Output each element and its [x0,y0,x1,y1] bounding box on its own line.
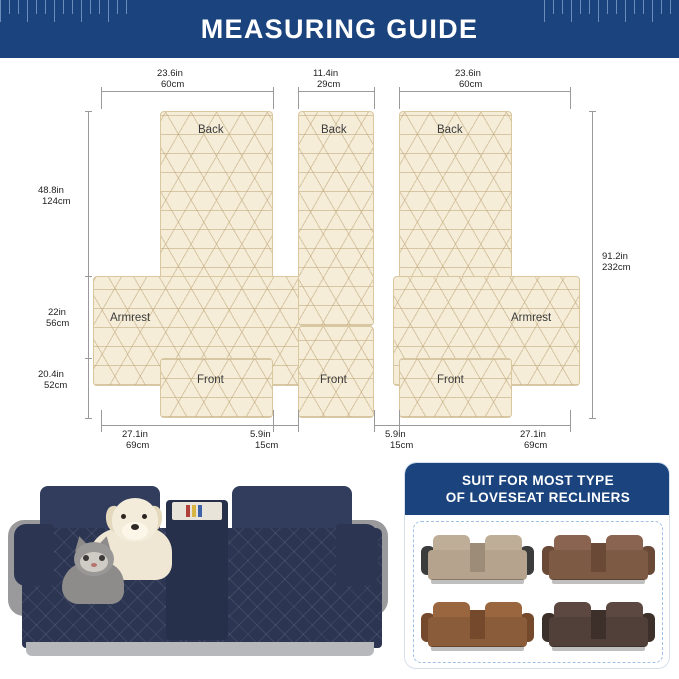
cap-left-4 [85,418,92,419]
console-stripe-red [186,505,190,517]
dim-bot-gapr-in: 5.9in [385,429,406,440]
guide-bot-3 [298,410,299,432]
label-right-armrest: Armrest [511,312,552,324]
armrest-cover-right [336,524,378,586]
dim-top-right-cm: 60cm [459,79,483,90]
ruler-decoration-right [529,0,679,58]
dim-left-armrest-cm: 56cm [46,318,70,329]
dim-bot-left-in: 27.1in [122,429,148,440]
dim-right-axis [592,111,593,418]
piece-right-front [399,358,512,418]
console-top-tray [172,502,222,520]
label-left-front: Front [197,374,224,386]
dim-bot-right-line [399,425,570,426]
sofa-console [166,500,228,640]
guide-top-5 [399,87,400,109]
label-center-back: Back [321,124,347,136]
guide-top-2 [273,87,274,109]
dim-left-front-in: 20.4in [38,369,64,380]
cap-left-1 [85,111,92,112]
label-right-back: Back [437,124,463,136]
suit-title-line1: SUIT FOR MOST TYPE [462,473,614,488]
dim-top-right-in: 23.6in [455,68,481,79]
thumb-loveseat-tan [419,594,536,657]
suit-panel-header: SUIT FOR MOST TYPE OF LOVESEAT RECLINERS [405,463,669,515]
dim-left-front-cm: 52cm [44,380,68,391]
guide-top-3 [298,87,299,109]
label-center-front: Front [320,374,347,386]
dim-bot-right-cm: 69cm [524,440,548,451]
dim-top-center-in: 11.4in [313,68,339,79]
dim-left-back-cm: 124cm [42,196,71,207]
dim-top-left-cm: 60cm [161,79,185,90]
console-stripe-yellow [192,505,196,517]
dim-bot-gapr-line [374,425,399,426]
page-title: MEASURING GUIDE [200,13,479,44]
recliner-thumbnail-grid [413,521,663,663]
label-right-front: Front [437,374,464,386]
dim-left-armrest-in: 22in [48,307,66,318]
dim-bot-left-line [101,425,273,426]
dim-top-left-in: 23.6in [157,68,183,79]
cap-right-top [589,111,596,112]
cap-left-3 [85,358,92,359]
dim-right-total-cm: 232cm [602,262,631,273]
armrest-cover-left [14,524,54,586]
piece-center-back [298,111,374,326]
piece-center-front [298,326,374,418]
dim-left-back-in: 48.8in [38,185,64,196]
dim-left-axis [88,111,89,418]
cap-right-bottom [589,418,596,419]
dim-right-total-in: 91.2in [602,251,628,262]
measuring-diagram: Back Back Back Armrest Armrest Front Fro… [0,58,679,458]
suit-for-most-types-panel: SUIT FOR MOST TYPE OF LOVESEAT RECLINERS [404,462,670,669]
guide-bot-5 [399,410,400,432]
guide-top-4 [374,87,375,109]
dim-bot-right-in: 27.1in [520,429,546,440]
label-left-back: Back [198,124,224,136]
dim-bot-gapr-cm: 15cm [390,440,414,451]
cap-left-2 [85,276,92,277]
guide-top-1 [101,87,102,109]
page-header: MEASURING GUIDE [0,0,679,58]
dim-top-center-cm: 29cm [317,79,341,90]
dim-top-right-line [399,91,570,92]
dim-top-center-line [298,91,374,92]
dim-bot-gapl-line [273,425,298,426]
guide-bot-1 [101,410,102,432]
label-left-armrest: Armrest [110,312,151,324]
product-photo [0,458,400,679]
console-stripe-blue [198,505,202,517]
suit-title-line2: OF LOVESEAT RECLINERS [445,490,631,505]
piece-left-front [160,358,273,418]
thumb-loveseat-dark [540,594,657,657]
thumb-loveseat-brown [540,527,657,590]
dim-top-left-line [101,91,273,92]
sofa-base [26,642,374,656]
guide-bot-6 [570,410,571,432]
dim-bot-gapl-in: 5.9in [250,429,271,440]
ruler-decoration-left [0,0,150,58]
guide-top-6 [570,87,571,109]
dim-bot-gapl-cm: 15cm [255,440,279,451]
cat-illustration [62,534,128,604]
dim-bot-left-cm: 69cm [126,440,150,451]
guide-bot-4 [374,410,375,432]
guide-bot-2 [273,410,274,432]
thumb-loveseat-beige [419,527,536,590]
